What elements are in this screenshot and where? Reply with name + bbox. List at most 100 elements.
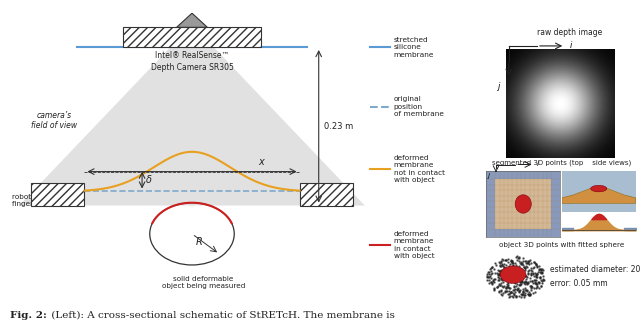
Point xyxy=(509,275,520,280)
Point xyxy=(537,281,547,286)
Text: Intel® RealSense™: Intel® RealSense™ xyxy=(155,51,229,60)
Text: 0.23 m: 0.23 m xyxy=(324,122,354,131)
Point xyxy=(525,283,536,289)
Point xyxy=(515,280,525,285)
Point xyxy=(532,271,542,276)
Point xyxy=(510,280,520,285)
Text: deformed
membrane
in contact
with object: deformed membrane in contact with object xyxy=(394,231,434,260)
Point xyxy=(514,259,524,264)
Point xyxy=(528,291,538,296)
Point xyxy=(534,276,545,281)
Point xyxy=(502,291,513,297)
Point xyxy=(515,281,525,287)
Point xyxy=(520,263,531,268)
Point xyxy=(536,270,546,275)
Point xyxy=(497,272,508,277)
Point xyxy=(531,278,541,283)
Point xyxy=(501,289,511,294)
Point xyxy=(499,284,509,289)
Point xyxy=(525,270,536,276)
Point xyxy=(516,278,527,283)
Point xyxy=(516,261,526,266)
Point xyxy=(508,260,518,266)
Point xyxy=(531,263,541,268)
Point xyxy=(532,284,542,290)
Point xyxy=(509,260,520,265)
Point xyxy=(508,267,518,272)
Point xyxy=(496,275,506,281)
Text: estimated diameter: 20 mm: estimated diameter: 20 mm xyxy=(550,265,640,274)
Point xyxy=(509,285,519,290)
Point xyxy=(534,267,544,273)
Point xyxy=(517,267,527,273)
Point xyxy=(504,261,515,266)
Point xyxy=(484,281,494,286)
Point xyxy=(524,267,534,272)
Bar xyxy=(551,171,560,237)
Point xyxy=(538,268,548,273)
Point xyxy=(514,255,524,260)
Point xyxy=(498,271,508,277)
Point xyxy=(494,272,504,277)
Point xyxy=(506,269,516,274)
Point xyxy=(537,270,547,275)
Point xyxy=(533,279,543,285)
Point xyxy=(503,272,513,277)
Point xyxy=(504,263,515,268)
Point xyxy=(488,285,499,290)
Point xyxy=(525,272,536,278)
Bar xyxy=(486,229,560,237)
Point xyxy=(527,278,538,283)
Point xyxy=(492,284,502,289)
Point xyxy=(504,286,514,291)
Point xyxy=(487,265,497,270)
Point xyxy=(524,279,534,284)
Point xyxy=(506,293,516,299)
Point xyxy=(496,259,506,264)
Point xyxy=(520,267,530,272)
Point xyxy=(518,288,529,293)
Point xyxy=(498,268,508,273)
Point xyxy=(520,290,531,295)
Point xyxy=(529,277,540,283)
Point xyxy=(520,278,531,284)
Point xyxy=(496,272,506,277)
Text: j: j xyxy=(487,173,490,179)
Point xyxy=(509,265,519,270)
Point xyxy=(531,280,541,286)
Point xyxy=(524,289,534,294)
Point xyxy=(536,283,546,288)
Point xyxy=(500,258,510,263)
Point xyxy=(519,265,529,270)
Point xyxy=(523,271,533,277)
Point xyxy=(509,278,520,283)
Text: stretched
silicone
membrane: stretched silicone membrane xyxy=(394,37,434,58)
Point xyxy=(526,267,536,272)
Point xyxy=(513,272,523,278)
Point xyxy=(493,267,503,273)
Point xyxy=(522,274,532,280)
Point xyxy=(523,259,533,265)
Point xyxy=(519,292,529,297)
Point xyxy=(524,268,534,273)
Point xyxy=(520,265,531,270)
Point xyxy=(486,271,496,277)
Text: robot gripper
finger mount: robot gripper finger mount xyxy=(12,194,60,207)
Point xyxy=(518,269,528,275)
Point xyxy=(500,273,510,278)
Point xyxy=(531,264,541,269)
Point xyxy=(501,257,511,263)
Point xyxy=(495,263,506,268)
Point xyxy=(497,262,507,267)
Text: (Left): A cross-sectional schematic of StRETcH. The membrane is: (Left): A cross-sectional schematic of S… xyxy=(48,311,395,320)
Point xyxy=(509,287,519,292)
Point xyxy=(493,278,503,283)
Text: j: j xyxy=(498,83,500,91)
Point xyxy=(509,269,519,274)
Point xyxy=(534,274,545,279)
Point xyxy=(532,265,542,270)
Point xyxy=(522,287,532,292)
Point xyxy=(536,278,546,283)
Point xyxy=(496,272,506,277)
Point xyxy=(493,273,504,278)
